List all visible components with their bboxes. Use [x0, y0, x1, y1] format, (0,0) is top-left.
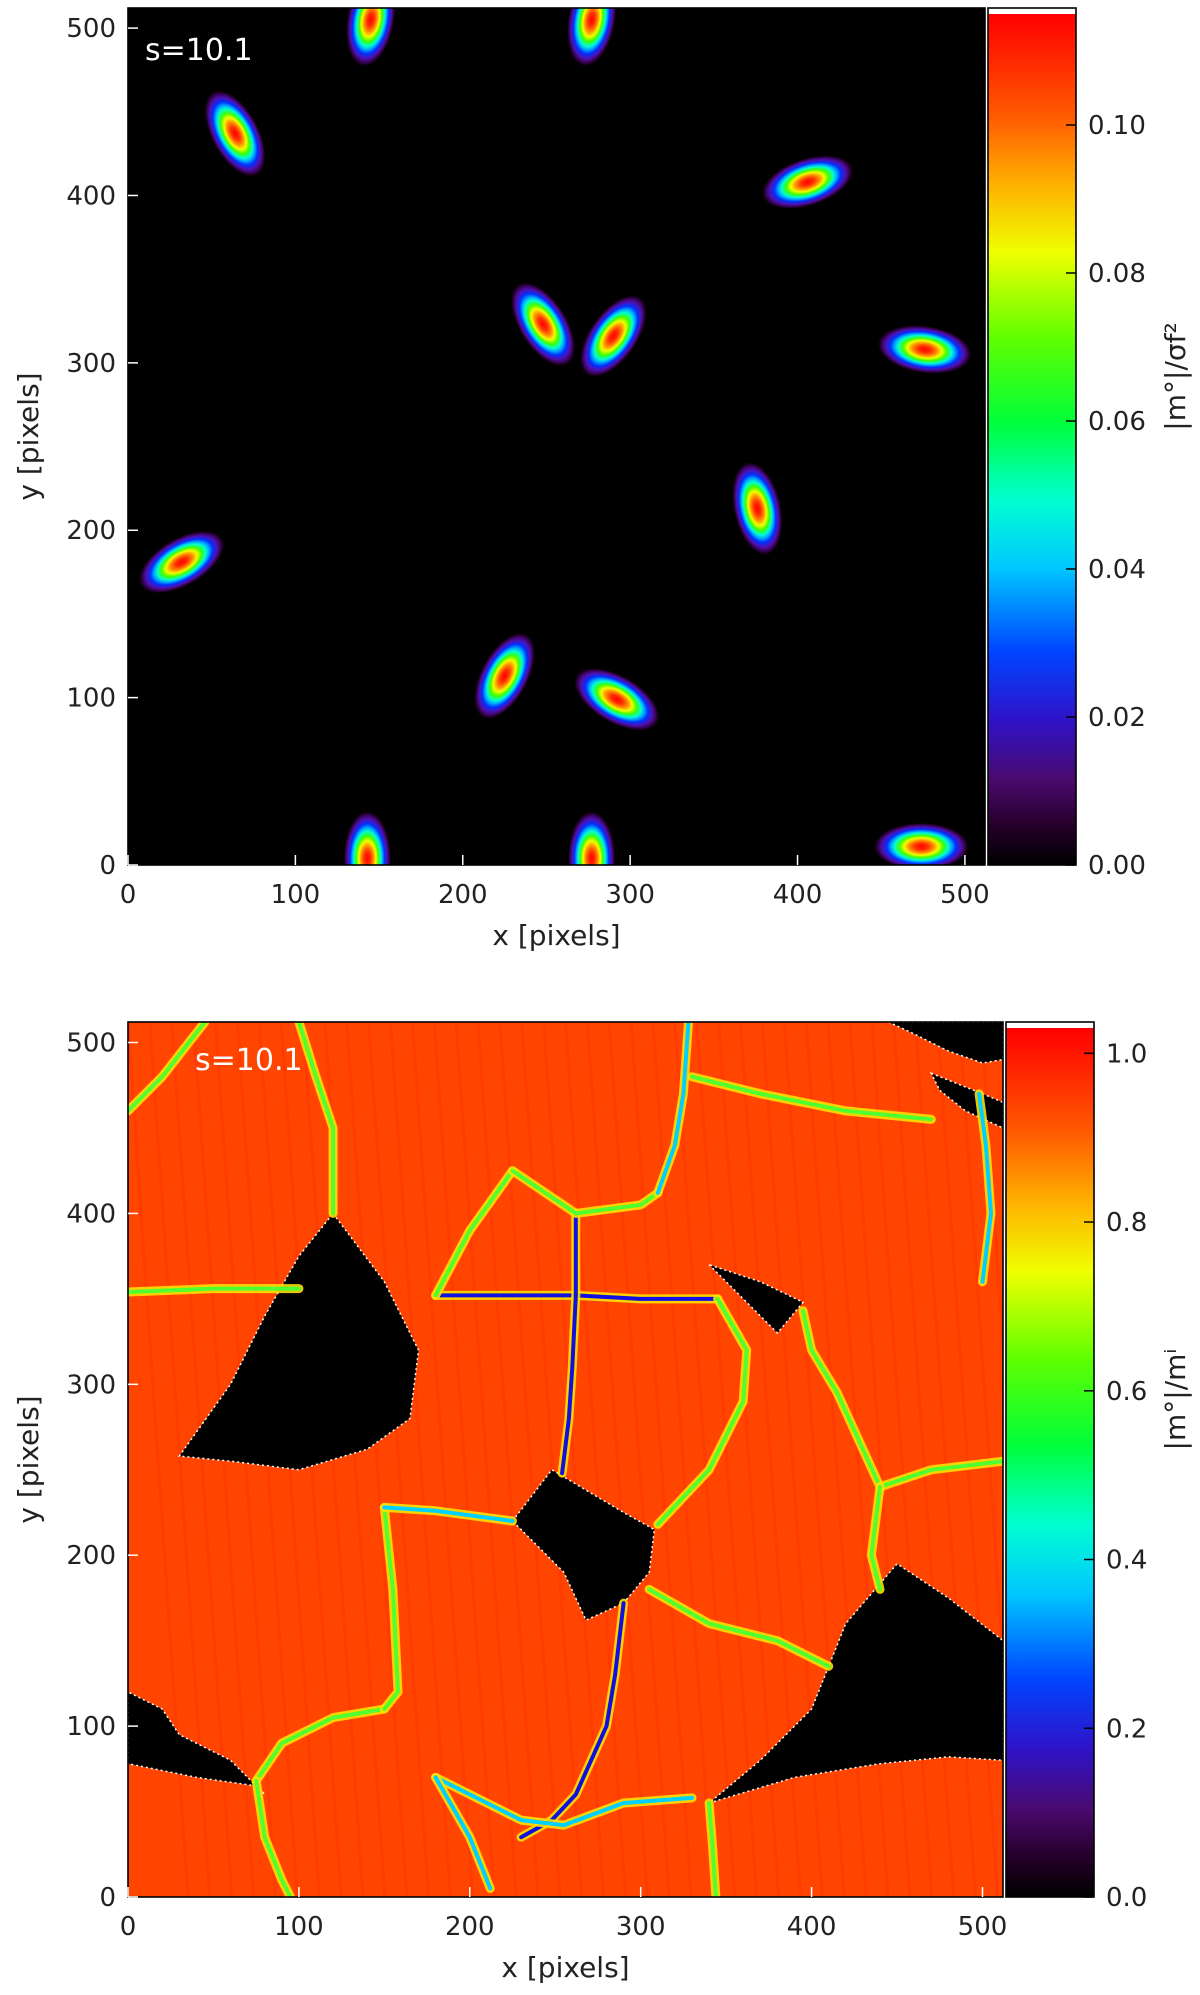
data-blob: [761, 154, 854, 210]
ridge-line: [382, 1505, 400, 1711]
ridge-line: [128, 1286, 301, 1294]
data-blob: [566, 8, 617, 68]
data-blob: [204, 89, 267, 178]
y-tick-label: 0: [99, 851, 116, 881]
ridge-line: [560, 1211, 578, 1476]
data-blob: [573, 667, 661, 732]
data-blob: [473, 632, 536, 720]
plot-background: [128, 8, 985, 865]
x-tick-label: 500: [958, 1912, 1008, 1942]
y-axis-title: y [pixels]: [12, 372, 45, 500]
panel-annotation: s=10.1: [145, 33, 253, 68]
ridge-line: [977, 1091, 993, 1284]
y-tick-label: 200: [66, 1541, 116, 1571]
plot-area: [128, 8, 985, 865]
colorbar-label: |m°|/σf²: [1159, 322, 1192, 430]
data-blob: [343, 810, 392, 865]
colorbar-label: |m°|/mⁱ: [1159, 1349, 1192, 1451]
x-axis-title: x [pixels]: [492, 919, 620, 952]
void-region: [708, 1562, 1003, 1804]
colorbar-cap: [988, 8, 1076, 14]
colorbar-tick-label: 0.8: [1106, 1208, 1147, 1238]
heatmap-panel-2: 0 100 200 300 400 500 0 100 200 300 400 500 x [pixel…: [12, 1021, 1192, 1984]
x-tick-label: 300: [616, 1912, 666, 1942]
y-tick-label: 300: [66, 1370, 116, 1400]
ridge-line: [433, 1775, 493, 1891]
colorbar-tick-label: 0.04: [1088, 555, 1146, 585]
ridge-line: [647, 1587, 831, 1669]
data-blob: [731, 461, 783, 556]
colorbar-tick-label: 0.02: [1088, 703, 1146, 733]
x-tick-label: 300: [605, 880, 655, 910]
data-blob: [579, 294, 648, 378]
y-tick-label: 500: [66, 14, 116, 44]
ridge-line: [655, 1022, 691, 1195]
data-blob: [510, 281, 576, 368]
y-tick-label: 0: [99, 1883, 116, 1913]
x-tick-label: 200: [445, 1912, 495, 1942]
x-tick-label: 0: [120, 880, 137, 910]
colorbar-tick-label: 0.10: [1088, 111, 1146, 141]
colorbar: [1006, 1028, 1094, 1897]
x-tick-label: 400: [773, 880, 823, 910]
ridge-line: [254, 1778, 293, 1897]
ridge-line: [690, 1074, 934, 1122]
x-tick-label: 200: [438, 880, 488, 910]
ridge-line: [128, 1022, 207, 1113]
void-region: [511, 1468, 656, 1622]
data-blob: [567, 810, 616, 865]
colorbar: [988, 14, 1076, 865]
void-region: [177, 1212, 420, 1471]
y-tick-label: 400: [66, 181, 116, 211]
colorbar-tick-label: 0.2: [1106, 1714, 1147, 1744]
y-tick-label: 500: [66, 1029, 116, 1059]
colorbar-tick-label: 0.0: [1106, 1883, 1147, 1913]
x-tick-label: 0: [120, 1912, 137, 1942]
void-region: [128, 1691, 266, 1795]
plot-frame: [127, 7, 986, 866]
colorbar-tick-label: 1.0: [1106, 1039, 1147, 1069]
x-tick-label: 100: [274, 1912, 324, 1942]
ridge-line: [510, 1168, 660, 1216]
y-tick-label: 300: [66, 349, 116, 379]
colorbar-frame: [1005, 1021, 1095, 1898]
void-region: [888, 1022, 1003, 1064]
colorbar-tick-label: 0.6: [1106, 1377, 1147, 1407]
panel-annotation: s=10.1: [195, 1043, 303, 1078]
ridge-line: [296, 1022, 336, 1216]
ridge-line: [433, 1168, 515, 1298]
y-tick-label: 100: [66, 1712, 116, 1742]
plot-frame: [127, 1021, 1004, 1898]
ridge-line: [878, 1459, 1003, 1489]
x-axis-title: x [pixels]: [501, 1951, 629, 1984]
ridge-line: [801, 1308, 882, 1489]
colorbar-tick-label: 0.06: [1088, 407, 1146, 437]
data-blob: [877, 324, 973, 375]
colorbar-cap: [1006, 1022, 1094, 1028]
colorbar-tick-label: 0.08: [1088, 259, 1146, 289]
data-blob: [345, 8, 396, 68]
plot-area: [128, 1022, 1003, 1897]
ridge-line: [707, 1801, 718, 1897]
y-axis-title: y [pixels]: [12, 1395, 45, 1523]
ridge-line: [254, 1707, 387, 1783]
colorbar-frame: [987, 7, 1077, 866]
y-tick-label: 100: [66, 684, 116, 714]
x-tick-label: 100: [271, 880, 321, 910]
x-tick-label: 500: [940, 880, 990, 910]
y-tick-label: 400: [66, 1199, 116, 1229]
ridge-line: [433, 1775, 694, 1828]
colorbar-tick-label: 0.00: [1088, 851, 1146, 881]
ridge-line: [869, 1484, 882, 1592]
data-blob: [873, 822, 970, 865]
heatmap-panel-1: 0 100 200 300 400 500 0 100 200 300 400 500 x [pixel…: [12, 7, 1192, 952]
colorbar-tick-label: 0.4: [1106, 1546, 1147, 1576]
ridge-line: [382, 1505, 515, 1523]
x-tick-label: 400: [787, 1912, 837, 1942]
ridge-line: [655, 1296, 749, 1527]
void-region: [708, 1263, 805, 1335]
data-blob: [138, 530, 225, 594]
y-tick-label: 200: [66, 516, 116, 546]
